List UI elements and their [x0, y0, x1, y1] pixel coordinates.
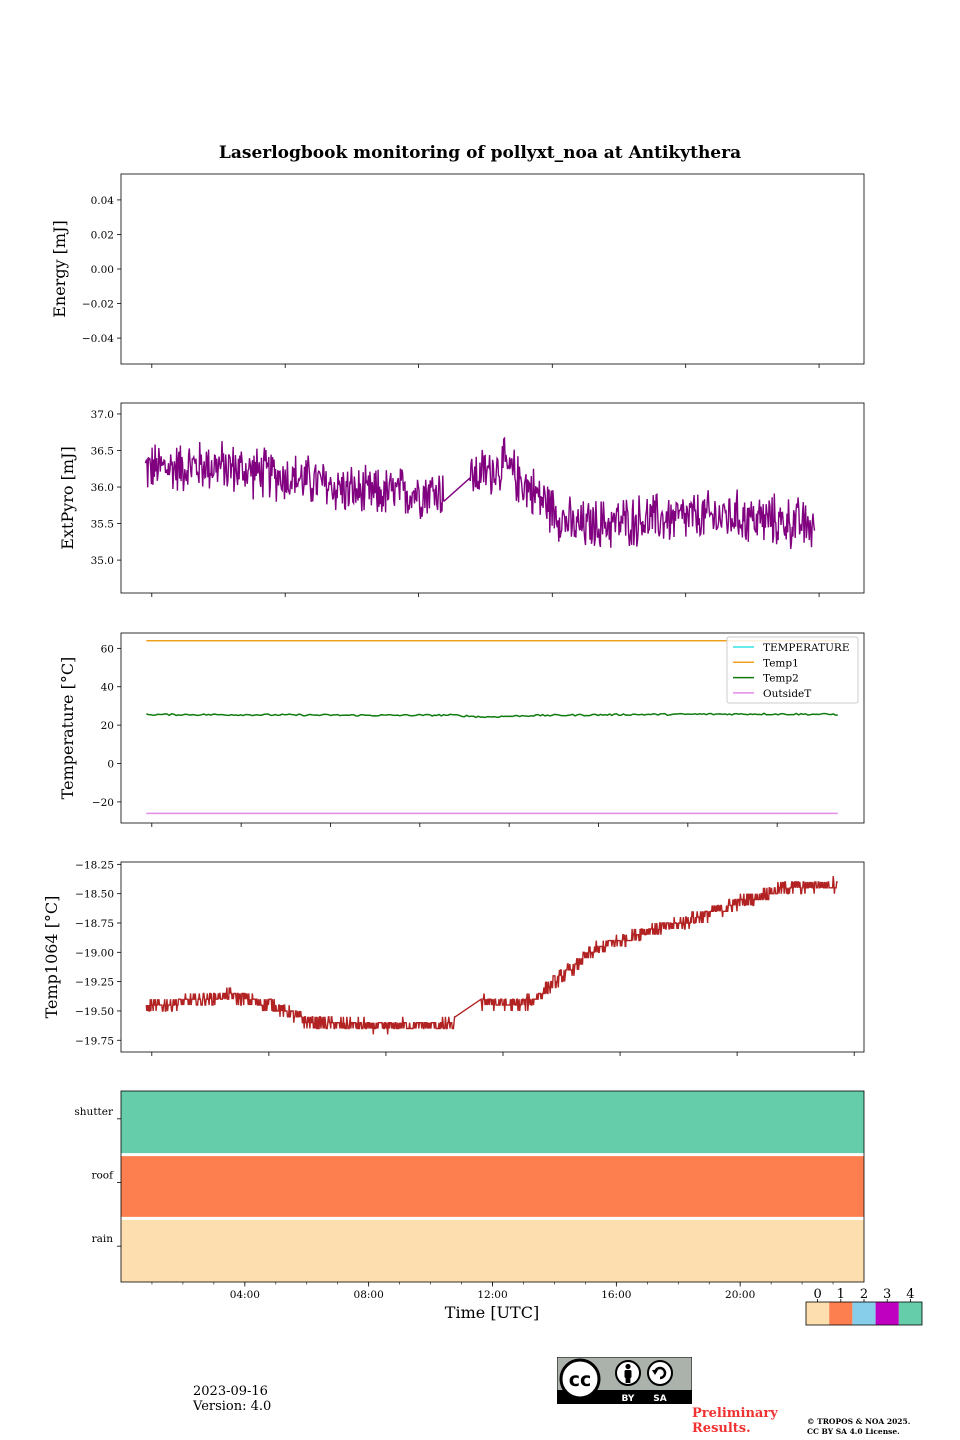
y-axis-label: Energy [mJ]	[50, 220, 69, 318]
status-row-label-rain: rain	[92, 1233, 114, 1245]
cc-icon	[559, 1358, 601, 1400]
status-row-label-shutter: shutter	[74, 1106, 114, 1118]
y-tick-label: −19.00	[75, 947, 114, 959]
colorbar-tick-label: 0	[813, 1287, 821, 1302]
date-label: 2023-09-16	[193, 1384, 268, 1399]
y-tick-label: −0.04	[82, 333, 114, 345]
y-tick-label: 35.0	[91, 555, 114, 567]
temp1064-panel: −19.75 −19.50 −19.25 −19.00 −18.75 −18.50 −18.…	[42, 859, 865, 1056]
y-tick-label: 37.0	[91, 409, 114, 421]
y-tick-label: −19.75	[75, 1035, 114, 1047]
y-tick-label: 35.5	[91, 519, 114, 531]
y-tick-label: 0.02	[91, 229, 114, 241]
energy-panel: −0.04 −0.02 0.00 0.02 0.04 Energy [mJ]	[50, 173, 865, 368]
y-tick-label: −20	[92, 797, 114, 809]
legend-label-outsidet: OutsideT	[763, 688, 811, 700]
temperature-panel: −20 0 20 40 60 Temperature [°C] TEMPERATURE Tem…	[58, 632, 865, 827]
y-tick-label: −18.75	[75, 918, 114, 930]
y-tick-label: −18.25	[75, 859, 114, 871]
colorbar-tick-label: 3	[883, 1287, 891, 1302]
colorbar-swatch-4	[898, 1302, 922, 1325]
y-axis-label: ExtPyro [mJ]	[58, 446, 77, 549]
axes-frame	[120, 861, 865, 1053]
colorbar-tick-label: 2	[860, 1287, 868, 1302]
cc-by-sa-badge: cc BY SA	[557, 1357, 692, 1404]
colorbar-swatch-0	[806, 1302, 830, 1325]
y-tick-label: −19.50	[75, 1006, 114, 1018]
colorbar-swatch-2	[852, 1302, 876, 1325]
y-axis-label: Temp1064 [°C]	[42, 896, 61, 1019]
status-row-label-roof: roof	[91, 1170, 114, 1182]
copyright-line-1: © TROPOS & NOA 2025.	[807, 1417, 911, 1426]
colorbar-swatch-1	[829, 1302, 853, 1325]
x-tick-label: 16:00	[601, 1289, 631, 1301]
y-tick-label: 36.0	[91, 482, 114, 494]
copyright-line-2: CC BY SA 4.0 License.	[807, 1427, 900, 1436]
axes-frame	[120, 632, 865, 824]
colorbar-tick-label: 1	[837, 1287, 845, 1302]
y-tick-label: 36.5	[91, 446, 114, 458]
version-label: Version: 4.0	[193, 1399, 272, 1414]
y-tick-label: 0.00	[91, 264, 114, 276]
status-band-rain	[121, 1218, 864, 1282]
axes-frame	[120, 173, 865, 365]
legend-label-temp1: Temp1	[763, 657, 799, 669]
y-tick-label: −19.25	[75, 977, 114, 989]
by-label: BY	[622, 1394, 635, 1404]
legend-label-temp2: Temp2	[763, 673, 799, 685]
svg-text:cc: cc	[569, 1369, 592, 1391]
y-tick-label: 60	[101, 643, 114, 655]
x-axis-label: Time [UTC]	[445, 1303, 539, 1322]
preliminary-line-2: Results.	[692, 1421, 751, 1436]
series-line-temp2	[146, 712, 838, 719]
legend-box	[726, 636, 859, 704]
x-tick-label: 04:00	[230, 1289, 260, 1301]
temp1064-series-line	[145, 876, 838, 1035]
x-tick-label: 12:00	[477, 1289, 507, 1301]
colorbar-tick-label: 4	[906, 1287, 914, 1302]
status-band-roof	[121, 1154, 864, 1219]
preliminary-note: Preliminary Results.	[692, 1406, 778, 1436]
axes-frame	[120, 402, 865, 594]
status-band-shutter	[121, 1091, 864, 1155]
sa-label: SA	[653, 1394, 666, 1404]
y-tick-label: −0.02	[82, 299, 114, 311]
legend-label-temperature: TEMPERATURE	[763, 642, 850, 654]
copyright-note: © TROPOS & NOA 2025. CC BY SA 4.0 Licens…	[807, 1417, 910, 1437]
x-tick-label: 08:00	[354, 1289, 384, 1301]
colorbar-swatch-3	[875, 1302, 899, 1325]
preliminary-line-1: Preliminary	[692, 1406, 778, 1421]
y-tick-label: 0.04	[91, 195, 115, 207]
x-tick-label: 20:00	[725, 1289, 755, 1301]
sa-share-icon	[647, 1360, 673, 1386]
y-tick-label: 40	[101, 682, 114, 694]
y-axis-label: Temperature [°C]	[58, 657, 77, 800]
extpyro-panel: 35.0 35.5 36.0 36.5 37.0 ExtPyro [mJ]	[58, 402, 865, 597]
y-tick-label: 0	[107, 759, 114, 771]
status-panel: rain roof shutter 04:00 08:00 12:00 16:00 20:00…	[74, 1090, 865, 1322]
figure-title: Laserlogbook monitoring of pollyxt_noa a…	[219, 143, 741, 163]
y-tick-label: 20	[101, 720, 114, 732]
y-tick-label: −18.50	[75, 889, 114, 901]
extpyro-series-line	[144, 436, 816, 549]
